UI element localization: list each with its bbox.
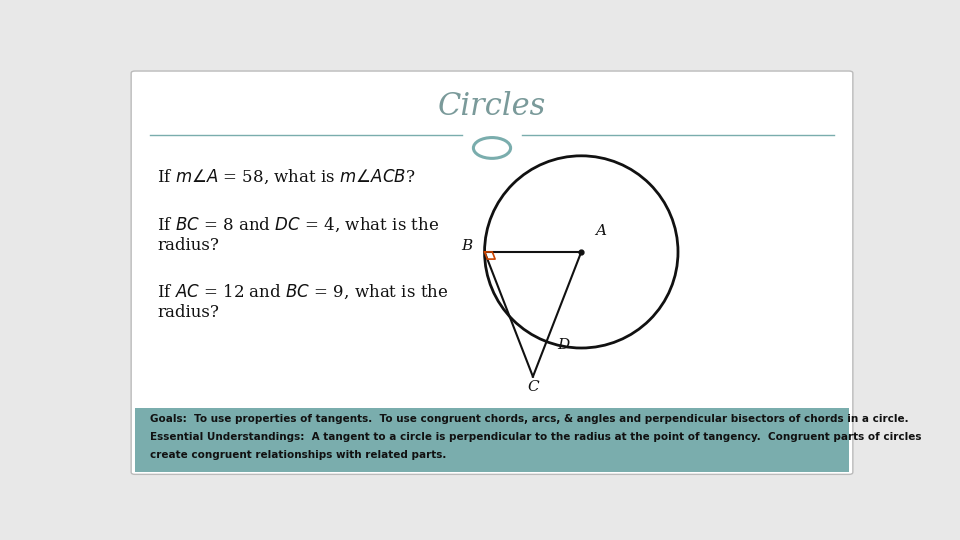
Text: B: B [461,239,472,253]
Text: A: A [594,224,606,238]
Text: If $m\angle A$ = 58, what is $m\angle ACB$?: If $m\angle A$ = 58, what is $m\angle AC… [157,168,416,186]
Text: Goals:  To use properties of tangents.  To use congruent chords, arcs, & angles : Goals: To use properties of tangents. To… [150,414,908,424]
Text: radius?: radius? [157,303,219,321]
FancyBboxPatch shape [132,71,852,474]
Text: create congruent relationships with related parts.: create congruent relationships with rela… [150,450,446,460]
Bar [134,408,849,472]
Text: Circles: Circles [438,91,546,122]
Text: radius?: radius? [157,237,219,254]
Text: D: D [558,338,570,352]
Text: If $BC$ = 8 and $DC$ = 4, what is the: If $BC$ = 8 and $DC$ = 4, what is the [157,215,440,234]
Text: If $AC$ = 12 and $BC$ = 9, what is the: If $AC$ = 12 and $BC$ = 9, what is the [157,282,448,301]
Text: Essential Understandings:  A tangent to a circle is perpendicular to the radius : Essential Understandings: A tangent to a… [150,432,922,442]
Text: C: C [527,380,539,394]
